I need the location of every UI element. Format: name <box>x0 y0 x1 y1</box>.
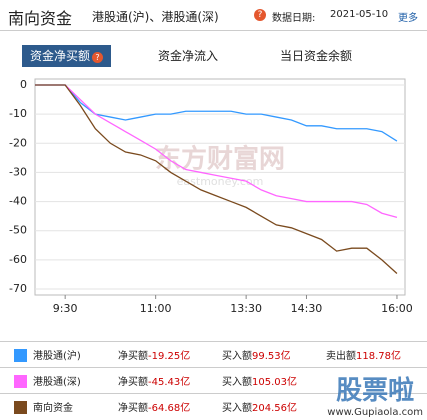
net-label: 净买额 <box>118 351 148 362</box>
buy-label: 买入额 <box>222 377 252 388</box>
x-tick-label: 11:00 <box>140 302 172 315</box>
sell-cell <box>326 367 427 394</box>
market-links[interactable]: 港股通(沪)、港股通(深) <box>92 10 219 24</box>
net-cell: 净买额-45.43亿 <box>118 367 222 394</box>
more-link[interactable]: 更多 <box>398 13 418 24</box>
net-cell: 净买额-19.25亿 <box>118 341 222 368</box>
net-value: -64.68亿 <box>148 403 191 414</box>
title: 南向资金 <box>8 9 73 28</box>
stamp-text: 股票啦 <box>336 376 415 406</box>
legend-label: 南向资金 <box>33 402 73 414</box>
buy-value: 204.56亿 <box>252 403 297 414</box>
summary-table: 港股通(沪) 净买额-19.25亿 买入额99.53亿 卖出额118.78亿 港股通(深… <box>0 341 427 419</box>
plot-frame <box>34 78 406 296</box>
summary-row: 港股通(深) 净买额-45.43亿 买入额105.03亿 <box>0 367 427 394</box>
series-line <box>35 84 398 274</box>
date-label: 数据日期: <box>272 13 316 24</box>
series-line <box>35 84 398 142</box>
net-value: -19.25亿 <box>148 351 191 362</box>
chart: 0 -10 -20 -30 -40 -50 -60 -70 9:30 11:00 13:30 14:3… <box>9 78 413 315</box>
legend-cell: 港股通(沪) <box>0 341 118 368</box>
buy-label: 买入额 <box>222 351 252 362</box>
legend-swatch <box>14 349 27 363</box>
legend-label: 港股通(深) <box>33 376 81 388</box>
net-value: -45.43亿 <box>148 377 191 388</box>
y-tick-label: -30 <box>9 165 27 178</box>
sell-label: 卖出额 <box>326 351 356 362</box>
date: 2021-05-10 <box>330 9 389 20</box>
x-tick-label: 13:30 <box>230 302 262 315</box>
net-label: 净买额 <box>118 403 148 414</box>
y-tick-label: -70 <box>9 282 27 295</box>
tab-label: 资金净买额 <box>30 49 91 63</box>
y-tick-label: -60 <box>9 253 27 266</box>
x-tick-label: 9:30 <box>53 302 78 315</box>
help-icon[interactable]: ? <box>92 52 104 63</box>
y-tick-label: -20 <box>9 136 27 149</box>
buy-cell: 买入额99.53亿 <box>222 341 326 368</box>
help-icon[interactable]: ? <box>254 9 266 21</box>
y-tick-label: 0 <box>20 78 27 91</box>
buy-cell: 买入额105.03亿 <box>222 367 326 394</box>
buy-value: 99.53亿 <box>252 351 291 362</box>
x-tick-label: 14:30 <box>291 302 323 315</box>
buy-label: 买入额 <box>222 403 252 414</box>
summary-row: 南向资金 净买额-64.68亿 买入额204.56亿 <box>0 393 427 419</box>
watermark-stamp: 股票啦 www.Gupiaola.com <box>327 370 423 418</box>
x-tick-label: 16:00 <box>381 302 413 315</box>
legend-label: 港股通(沪) <box>33 350 81 362</box>
watermark: eastmoney.com <box>177 175 264 188</box>
series-line <box>35 84 398 219</box>
sell-value: 118.78亿 <box>356 351 401 362</box>
net-label: 净买额 <box>118 377 148 388</box>
watermark: 东方财富网 <box>155 144 285 175</box>
y-tick-label: -10 <box>9 107 27 120</box>
summary-row: 港股通(沪) 净买额-19.25亿 买入额99.53亿 卖出额118.78亿 <box>0 341 427 368</box>
y-tick-label: -40 <box>9 195 27 208</box>
legend-cell: 南向资金 <box>0 393 118 419</box>
tab[interactable]: 资金净买额? <box>22 45 112 67</box>
buy-value: 105.03亿 <box>252 377 297 388</box>
legend-swatch <box>14 375 27 389</box>
y-tick-label: -50 <box>9 224 27 237</box>
net-cell: 净买额-64.68亿 <box>118 393 222 419</box>
legend-cell: 港股通(深) <box>0 367 118 394</box>
header: 南向资金 港股通(沪)、港股通(深) ? 数据日期: 2021-05-10 更多 <box>0 0 427 31</box>
buy-cell: 买入额204.56亿 <box>222 393 326 419</box>
sell-cell <box>326 393 427 419</box>
tab[interactable]: 当日资金余额 <box>280 49 353 63</box>
sell-cell: 卖出额118.78亿 <box>326 341 427 368</box>
tab[interactable]: 资金净流入 <box>158 49 219 63</box>
legend-swatch <box>14 401 27 415</box>
stamp-url: www.Gupiaola.com <box>327 407 423 418</box>
